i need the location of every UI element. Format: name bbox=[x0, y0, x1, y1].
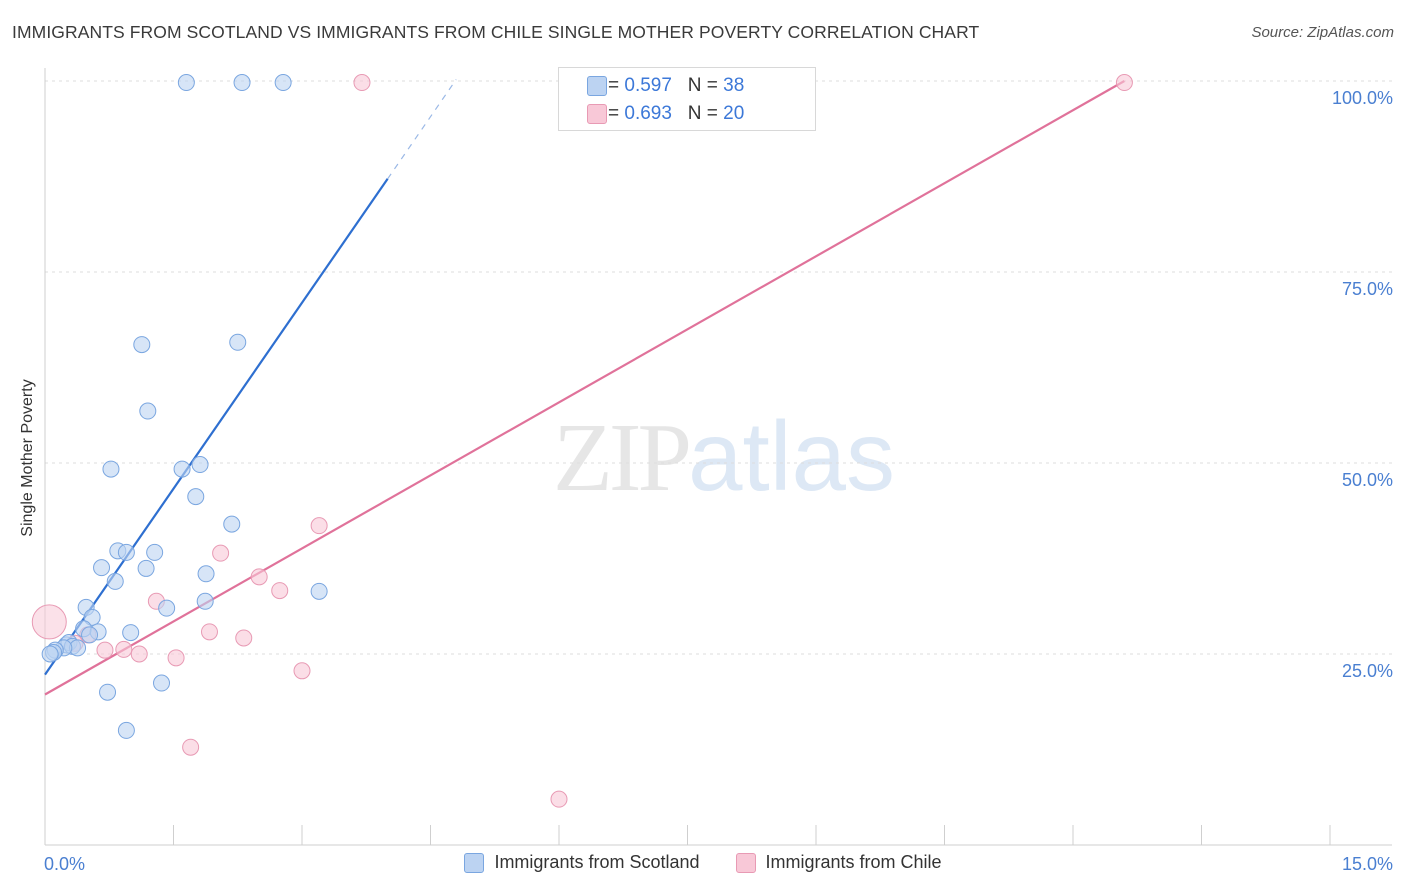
trendline-scotland-extension bbox=[387, 79, 457, 180]
point-chile-9 bbox=[235, 629, 253, 647]
y-tick-label-50: 50.0% bbox=[1342, 470, 1393, 490]
point-chile-4 bbox=[212, 544, 230, 562]
trendline-scotland bbox=[44, 178, 389, 676]
point-chile-19 bbox=[550, 790, 568, 808]
point-scotland-13 bbox=[146, 543, 164, 561]
point-scotland-12 bbox=[117, 543, 135, 561]
legend-label-chile: Immigrants from Chile bbox=[765, 852, 942, 872]
legend-label-scotland: Immigrants from Scotland bbox=[494, 852, 700, 872]
point-chile-6 bbox=[271, 582, 289, 600]
point-chile-0 bbox=[353, 74, 371, 92]
point-scotland-36 bbox=[117, 721, 135, 739]
point-scotland-35 bbox=[99, 683, 117, 701]
data-points bbox=[31, 74, 1133, 808]
chile-n-label: N = bbox=[687, 103, 718, 124]
chile-n-value: 20 bbox=[723, 103, 745, 124]
legend-swatch-scotland bbox=[464, 852, 485, 873]
point-scotland-4 bbox=[229, 333, 247, 351]
trendline-chile bbox=[44, 80, 1125, 696]
chile-swatch bbox=[587, 104, 607, 124]
stats-row-chile: R = 0.693 N = 20 bbox=[587, 100, 745, 128]
point-scotland-7 bbox=[173, 460, 191, 478]
chart-title: IMMIGRANTS FROM SCOTLAND VS IMMIGRANTS F… bbox=[12, 22, 980, 42]
x-tick-label-0: 0.0% bbox=[44, 854, 85, 874]
y-tick-label-100: 100.0% bbox=[1332, 88, 1393, 108]
point-scotland-25 bbox=[122, 624, 140, 642]
point-scotland-20 bbox=[310, 582, 328, 600]
point-scotland-17 bbox=[197, 565, 215, 583]
point-chile-8 bbox=[200, 623, 218, 641]
y-tick-label-75: 75.0% bbox=[1342, 279, 1393, 299]
point-scotland-2 bbox=[274, 74, 292, 92]
chile-r-value: 0.693 bbox=[624, 103, 672, 124]
point-chile-16 bbox=[293, 662, 311, 680]
point-chile-2 bbox=[1115, 74, 1133, 92]
stats-row-scotland: R = 0.597 N = 38 bbox=[587, 72, 745, 100]
scotland-n-value: 38 bbox=[723, 75, 745, 96]
tick-labels: 100.0% 75.0% 50.0% 25.0% 0.0% 15.0% bbox=[44, 88, 1393, 874]
point-scotland-19 bbox=[196, 592, 214, 610]
point-scotland-1 bbox=[233, 74, 251, 92]
point-scotland-15 bbox=[137, 559, 155, 577]
correlation-stats-box: R = 0.597 N = 38 R = 0.693 N = 20 bbox=[558, 67, 816, 131]
point-chile-5 bbox=[250, 568, 268, 586]
y-tick-label-25: 25.0% bbox=[1342, 661, 1393, 681]
point-scotland-6 bbox=[102, 460, 120, 478]
point-scotland-0 bbox=[177, 74, 195, 92]
point-chile-14 bbox=[130, 645, 148, 663]
point-scotland-8 bbox=[191, 456, 209, 474]
point-chile-10 bbox=[31, 604, 67, 640]
legend-swatch-chile bbox=[735, 852, 756, 873]
point-scotland-16 bbox=[106, 572, 124, 590]
axes bbox=[44, 68, 1392, 846]
gridlines bbox=[45, 80, 1392, 655]
point-scotland-34 bbox=[41, 645, 59, 663]
point-scotland-14 bbox=[93, 559, 111, 577]
point-chile-15 bbox=[167, 649, 185, 667]
point-scotland-26 bbox=[81, 626, 99, 644]
trendlines bbox=[44, 79, 1125, 696]
point-scotland-37 bbox=[153, 674, 171, 692]
point-scotland-3 bbox=[133, 336, 151, 354]
point-scotland-10 bbox=[223, 515, 241, 533]
legend: Immigrants from Scotland Immigrants from… bbox=[0, 852, 1406, 873]
point-chile-13 bbox=[115, 640, 133, 658]
legend-item-scotland[interactable]: Immigrants from Scotland bbox=[464, 852, 700, 873]
scotland-r-value: 0.597 bbox=[624, 75, 672, 96]
point-scotland-18 bbox=[158, 599, 176, 617]
point-chile-12 bbox=[96, 641, 114, 659]
point-scotland-5 bbox=[139, 402, 157, 420]
source-credit: Source: ZipAtlas.com bbox=[1251, 24, 1394, 41]
point-scotland-9 bbox=[187, 488, 205, 506]
point-chile-18 bbox=[182, 738, 200, 756]
point-chile-3 bbox=[310, 517, 328, 535]
scotland-n-label: N = bbox=[687, 75, 718, 96]
point-scotland-22 bbox=[83, 608, 101, 626]
scotland-swatch bbox=[587, 76, 607, 96]
legend-item-chile[interactable]: Immigrants from Chile bbox=[735, 852, 942, 873]
x-tick-label-15: 15.0% bbox=[1342, 854, 1393, 874]
